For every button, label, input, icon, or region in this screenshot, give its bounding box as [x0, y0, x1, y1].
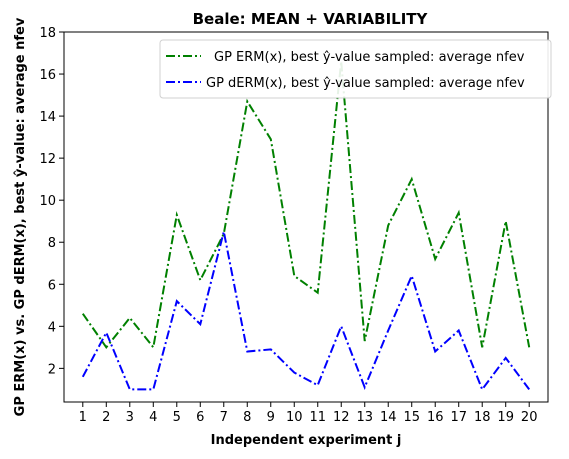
x-tick-label: 10 — [286, 410, 303, 425]
legend-label-derm: GP dERM(x), best ŷ-value sampled: averag… — [206, 76, 525, 91]
x-tick-label: 4 — [149, 410, 157, 425]
x-tick-label: 19 — [497, 410, 514, 425]
x-tick-label: 9 — [267, 410, 275, 425]
x-tick-label: 12 — [333, 410, 350, 425]
legend-label-erm: GP ERM(x), best ŷ-value sampled: average… — [214, 50, 525, 65]
x-tick-label: 1 — [79, 410, 87, 425]
chart-title: Beale: MEAN + VARIABILITY — [193, 10, 429, 28]
x-tick-label: 17 — [450, 410, 467, 425]
y-tick-label: 2 — [48, 362, 56, 377]
x-tick-label: 2 — [102, 410, 110, 425]
y-tick-label: 14 — [39, 110, 56, 125]
y-tick-label: 6 — [48, 278, 56, 293]
series-layer — [81, 61, 531, 392]
x-tick-label: 11 — [309, 410, 326, 425]
y-tick-label: 18 — [39, 26, 56, 41]
legend-box — [159, 39, 552, 99]
x-tick-label: 14 — [380, 410, 397, 425]
y-tick-label: 4 — [48, 320, 56, 335]
x-tick-label: 18 — [474, 410, 491, 425]
x-tick-label: 15 — [403, 410, 420, 425]
y-tick-label: 10 — [39, 194, 56, 209]
x-tick-label: 16 — [427, 410, 444, 425]
series-line-erm — [81, 61, 531, 350]
y-tick-label: 8 — [48, 236, 56, 251]
series-line-derm — [81, 231, 531, 392]
x-axis: 1 2 3 4 5 6 7 8 9 10 11 12 13 14 15 16 17 18 19 20 — [79, 402, 538, 425]
x-axis-label: Independent experiment j — [211, 433, 402, 448]
x-tick-label: 7 — [220, 410, 228, 425]
y-axis-label: GP ERM(x) vs. GP dERM(x), best ŷ-value: … — [13, 17, 28, 416]
y-tick-label: 12 — [39, 152, 56, 167]
y-axis: 2 4 6 8 10 12 14 16 18 — [39, 26, 64, 377]
x-tick-label: 8 — [243, 410, 251, 425]
x-tick-label: 20 — [521, 410, 538, 425]
y-tick-label: 16 — [39, 68, 56, 83]
x-tick-label: 5 — [173, 410, 181, 425]
plot-area — [63, 31, 549, 403]
x-tick-label: 6 — [196, 410, 204, 425]
legend: GP ERM(x), best ŷ-value sampled: average… — [159, 39, 552, 99]
x-tick-label: 13 — [356, 410, 373, 425]
x-tick-label: 3 — [126, 410, 134, 425]
